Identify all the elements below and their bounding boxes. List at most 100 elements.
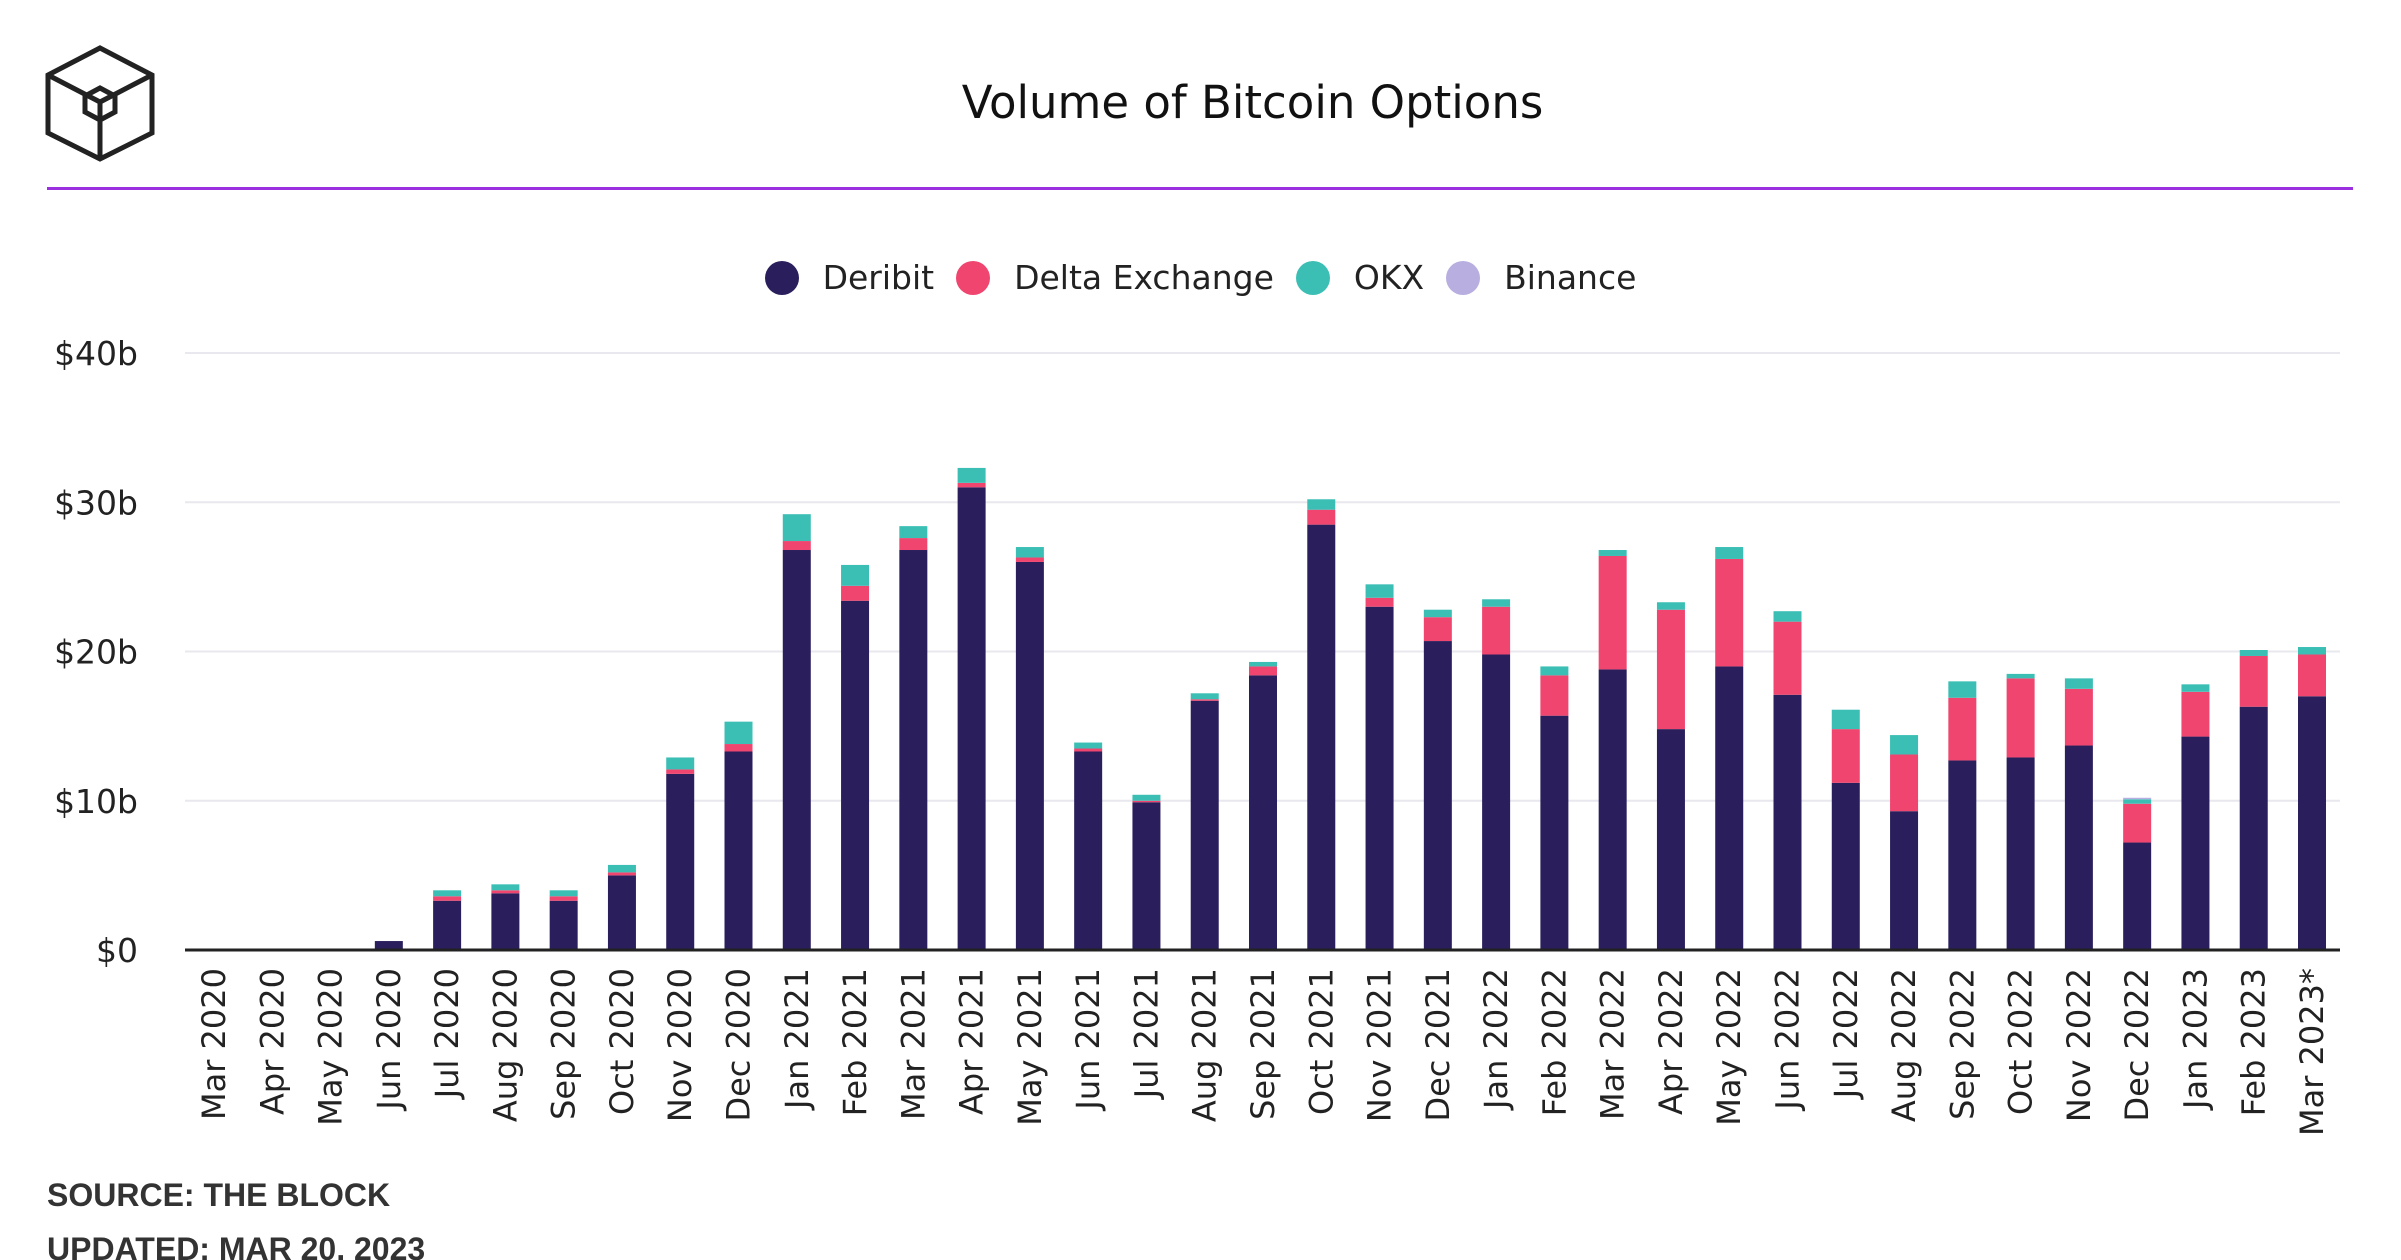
bar-segment-okx	[782, 514, 811, 542]
x-tick-label: Mar 2021	[894, 968, 932, 1120]
x-tick-label: Jul 2021	[1127, 968, 1165, 1100]
x-tick-label: Mar 2023*	[2293, 968, 2331, 1136]
bar-segment-delta-exchange	[1074, 748, 1103, 752]
x-tick-label: Nov 2022	[2060, 968, 2098, 1122]
bar-segment-delta-exchange	[782, 541, 811, 551]
bar-segment-okx	[2298, 647, 2326, 655]
bar-segment-okx	[2064, 678, 2093, 689]
legend-item-delta-exchange[interactable]: Delta Exchange	[956, 258, 1274, 297]
bar-segment-deribit	[1307, 524, 1336, 950]
bar-segment-delta-exchange	[1715, 558, 1744, 667]
bar-segment-delta-exchange	[2123, 803, 2152, 843]
bar-segment-okx	[1015, 547, 1044, 558]
legend-item-binance[interactable]: Binance	[1446, 258, 1636, 297]
x-tick-label: Nov 2021	[1361, 968, 1399, 1122]
bar-segment-delta-exchange	[1482, 606, 1511, 655]
bar-segment-okx	[1773, 611, 1802, 622]
x-tick-label: May 2021	[1011, 968, 1049, 1126]
bar-segment-okx	[1948, 681, 1977, 698]
bar-segment-deribit	[666, 773, 695, 950]
bar-segment-okx	[433, 890, 462, 897]
bar-segment-okx	[2181, 684, 2210, 692]
bar-segment-deribit	[1365, 606, 1394, 950]
bar-segment-okx	[1890, 735, 1919, 755]
bar-segment-deribit	[1540, 715, 1569, 950]
bar-segment-okx	[724, 721, 753, 745]
bar-segment-okx	[491, 884, 520, 891]
x-tick-label: Jul 2020	[428, 968, 466, 1100]
legend-swatch-delta-exchange	[956, 260, 991, 295]
legend-label-binance: Binance	[1504, 258, 1637, 297]
bar-segment-okx	[1249, 661, 1277, 667]
bar-segment-deribit	[1948, 760, 1977, 950]
x-tick-label: Feb 2022	[1535, 968, 1573, 1116]
bar-segment-okx	[666, 757, 695, 770]
x-tick-label: Jul 2022	[1827, 968, 1865, 1100]
bar-segment-okx	[2239, 650, 2268, 656]
bar-segment-deribit	[2064, 745, 2093, 950]
bar-segment-delta-exchange	[607, 872, 636, 876]
bar-segment-deribit	[549, 900, 578, 950]
x-tick-label: Mar 2020	[195, 968, 233, 1120]
bar-segment-delta-exchange	[1948, 697, 1977, 761]
legend-label-delta-exchange: Delta Exchange	[1014, 258, 1274, 297]
x-tick-label: Dec 2021	[1419, 968, 1457, 1122]
bar-segment-deribit	[1598, 669, 1627, 950]
bar-segment-delta-exchange	[666, 769, 695, 774]
x-tick-label: Oct 2022	[2002, 968, 2040, 1115]
bar-segment-delta-exchange	[1307, 509, 1336, 525]
bar-segment-deribit	[899, 550, 928, 950]
x-tick-label: Jun 2021	[1069, 968, 1107, 1112]
chart-legend: Deribit Delta Exchange OKX Binance	[0, 258, 2401, 297]
bar-segment-deribit	[1482, 654, 1511, 950]
x-tick-label: Apr 2020	[253, 968, 291, 1115]
bar-segment-deribit	[607, 875, 636, 950]
bar-segment-delta-exchange	[724, 744, 753, 752]
x-tick-label: Jun 2020	[370, 968, 408, 1112]
bar-segment-okx	[549, 890, 578, 897]
legend-item-okx[interactable]: OKX	[1295, 258, 1425, 297]
bar-segment-delta-exchange	[1540, 675, 1569, 716]
stacked-bar-chart: $0 $10b $20b $30b $40b Mar 2020 Apr 2020 May 20…	[54, 334, 2340, 1136]
x-tick-label: Aug 2020	[486, 968, 524, 1122]
x-tick-label: Aug 2021	[1186, 968, 1224, 1122]
bar-segment-okx	[957, 467, 986, 483]
bar-segment-delta-exchange	[957, 482, 986, 488]
x-tick-label: Jan 2021	[778, 968, 816, 1111]
bar-segment-delta-exchange	[1015, 557, 1044, 562]
source-note: SOURCE: THE BLOCK UPDATED: MAR 20, 2023	[47, 1168, 425, 1260]
legend-item-deribit[interactable]: Deribit	[764, 258, 935, 297]
bar-segment-delta-exchange	[433, 896, 462, 901]
bar-segment-delta-exchange	[1890, 754, 1919, 812]
bar-segment-delta-exchange	[1831, 729, 1860, 783]
bar-segment-delta-exchange	[2181, 691, 2210, 737]
bar-segment-deribit	[1890, 811, 1919, 950]
bar-segment-deribit	[433, 900, 462, 950]
x-tick-label: Sep 2020	[545, 968, 583, 1120]
x-tick-label: May 2022	[1710, 968, 1748, 1126]
bar-segment-deribit	[957, 487, 986, 950]
bar-segment-deribit	[2006, 757, 2035, 950]
bar-segment-delta-exchange	[491, 890, 520, 894]
bar-segment-delta-exchange	[1656, 609, 1685, 730]
x-tick-label: Apr 2022	[1652, 968, 1690, 1115]
bar-segment-delta-exchange	[841, 585, 870, 601]
bar-segment-deribit	[2298, 696, 2326, 950]
x-tick-label: Dec 2020	[720, 968, 758, 1122]
x-tick-label: Jan 2022	[1477, 968, 1515, 1111]
y-tick-label: $40b	[54, 334, 138, 373]
bar-segment-deribit	[841, 600, 870, 950]
x-tick-label: Jun 2022	[1769, 968, 1807, 1112]
bar-segment-delta-exchange	[2006, 678, 2035, 758]
bar-segment-okx	[1074, 742, 1103, 749]
x-tick-label: Sep 2022	[1943, 968, 1981, 1120]
bar-segment-okx	[1190, 693, 1219, 700]
bar-segment-okx	[1365, 584, 1394, 598]
bar-segment-okx	[2006, 673, 2035, 679]
legend-label-okx: OKX	[1353, 258, 1425, 297]
bar-segment-delta-exchange	[1598, 555, 1627, 670]
bar-segment-delta-exchange	[2298, 654, 2326, 697]
x-tick-label: Oct 2020	[603, 968, 641, 1115]
legend-label-deribit: Deribit	[822, 258, 935, 297]
